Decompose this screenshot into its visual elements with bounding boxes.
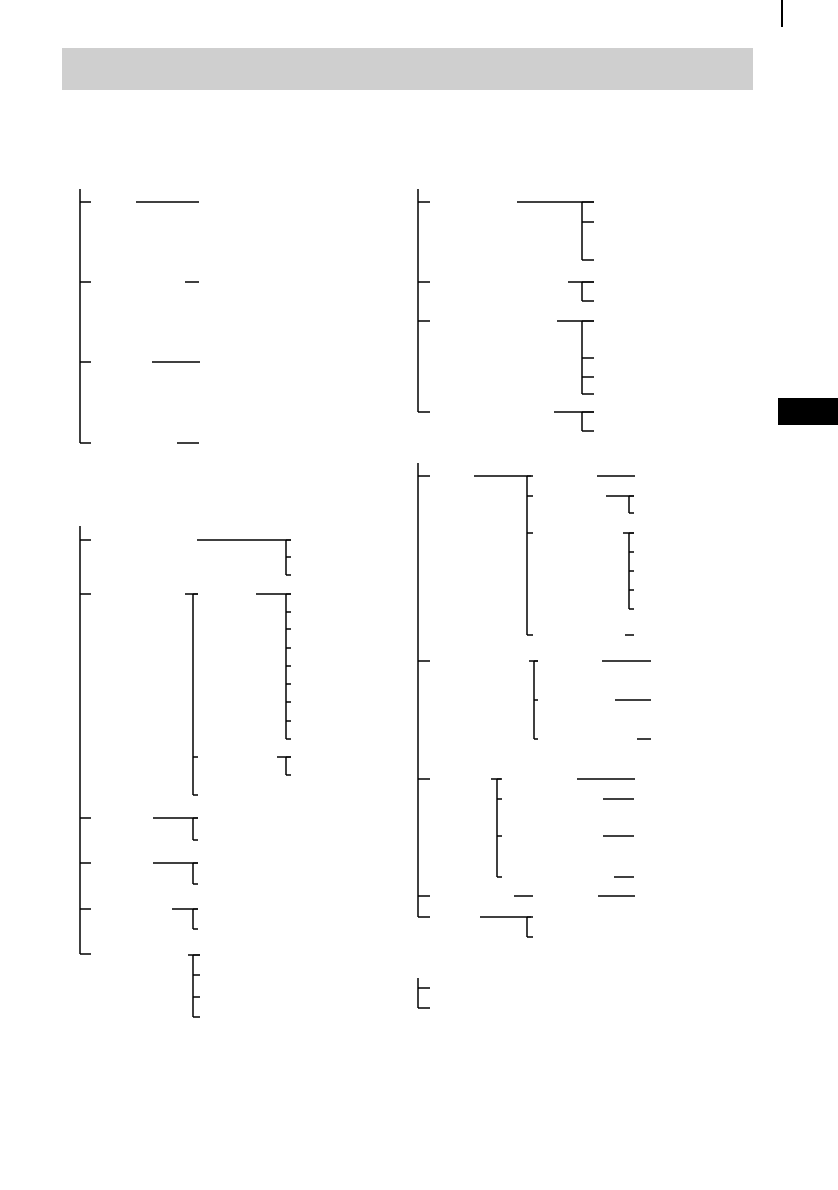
section-tab-marker bbox=[778, 398, 838, 425]
crop-mark bbox=[781, 0, 783, 27]
tree-top-right bbox=[417, 189, 594, 432]
header-band bbox=[62, 48, 753, 90]
tree-bottom-left bbox=[79, 526, 291, 1018]
tree-bottom-right bbox=[417, 463, 651, 1009]
tree-top-left bbox=[79, 189, 200, 444]
